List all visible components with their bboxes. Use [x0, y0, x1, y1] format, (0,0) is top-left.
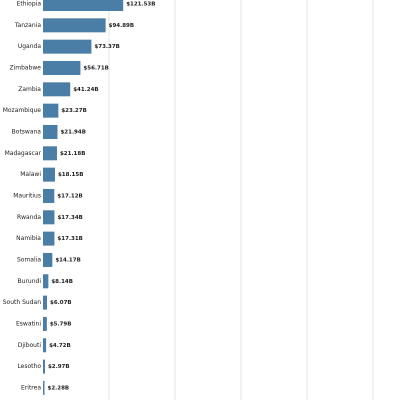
y-tick-label: Djibouti — [18, 342, 42, 349]
value-label: $17.31B — [57, 236, 82, 242]
value-label: $8.14B — [51, 279, 73, 285]
bar — [43, 359, 45, 374]
y-tick-label: Eswatini — [16, 320, 41, 327]
y-tick-label: Lesotho — [17, 363, 41, 370]
y-tick-label: Madagascar — [5, 150, 42, 157]
value-label: $41.24B — [73, 87, 98, 93]
bar — [43, 231, 55, 246]
value-label: $5.79B — [50, 321, 72, 327]
bar — [43, 338, 47, 353]
y-tick-label: Zambia — [18, 86, 41, 93]
bar — [43, 316, 47, 331]
value-label: $94.89B — [109, 23, 134, 29]
bar — [43, 18, 106, 33]
y-tick-label: South Sudan — [3, 299, 41, 306]
bar — [43, 124, 58, 139]
y-tick-label: Burundi — [18, 278, 42, 285]
value-label: $4.72B — [49, 343, 71, 349]
value-label: $14.17B — [55, 257, 80, 263]
value-label: $6.07B — [50, 300, 72, 306]
value-label: $21.18B — [60, 151, 85, 157]
y-tick-label: Botswana — [12, 128, 42, 135]
value-label: $17.34B — [57, 215, 82, 221]
bar — [43, 60, 81, 75]
bar — [43, 188, 55, 203]
y-tick-label: Somalia — [17, 256, 41, 263]
y-tick-label: Ethiopia — [17, 1, 42, 8]
y-tick-label: Namibia — [16, 235, 41, 242]
bar — [43, 103, 59, 118]
bar — [43, 210, 55, 225]
bar — [43, 252, 53, 267]
y-tick-label: Uganda — [18, 43, 41, 50]
y-tick-label: Tanzania — [14, 22, 41, 29]
bar — [43, 146, 57, 161]
value-label: $18.15B — [58, 172, 83, 178]
bar — [43, 380, 45, 395]
value-label: $17.12B — [57, 193, 82, 199]
value-label: $23.27B — [61, 108, 86, 114]
bar — [43, 274, 49, 289]
value-label: $121.53B — [126, 2, 155, 8]
y-tick-label: Eritrea — [21, 384, 41, 391]
value-label: $73.37B — [94, 44, 119, 50]
bar — [43, 167, 55, 182]
y-tick-label: Zimbabwe — [9, 64, 41, 71]
y-tick-label: Mauritius — [13, 192, 41, 199]
value-label: $2.28B — [48, 385, 70, 391]
value-label: $2.97B — [48, 364, 70, 370]
y-tick-label: Mozambique — [3, 107, 42, 114]
bar — [43, 39, 92, 54]
bar — [43, 295, 48, 310]
bar — [43, 0, 124, 11]
y-tick-label: Malawi — [20, 171, 41, 178]
y-tick-label: Rwanda — [17, 214, 41, 221]
value-label: $21.94B — [60, 129, 85, 135]
bar — [43, 82, 71, 97]
value-label: $56.71B — [83, 65, 108, 71]
